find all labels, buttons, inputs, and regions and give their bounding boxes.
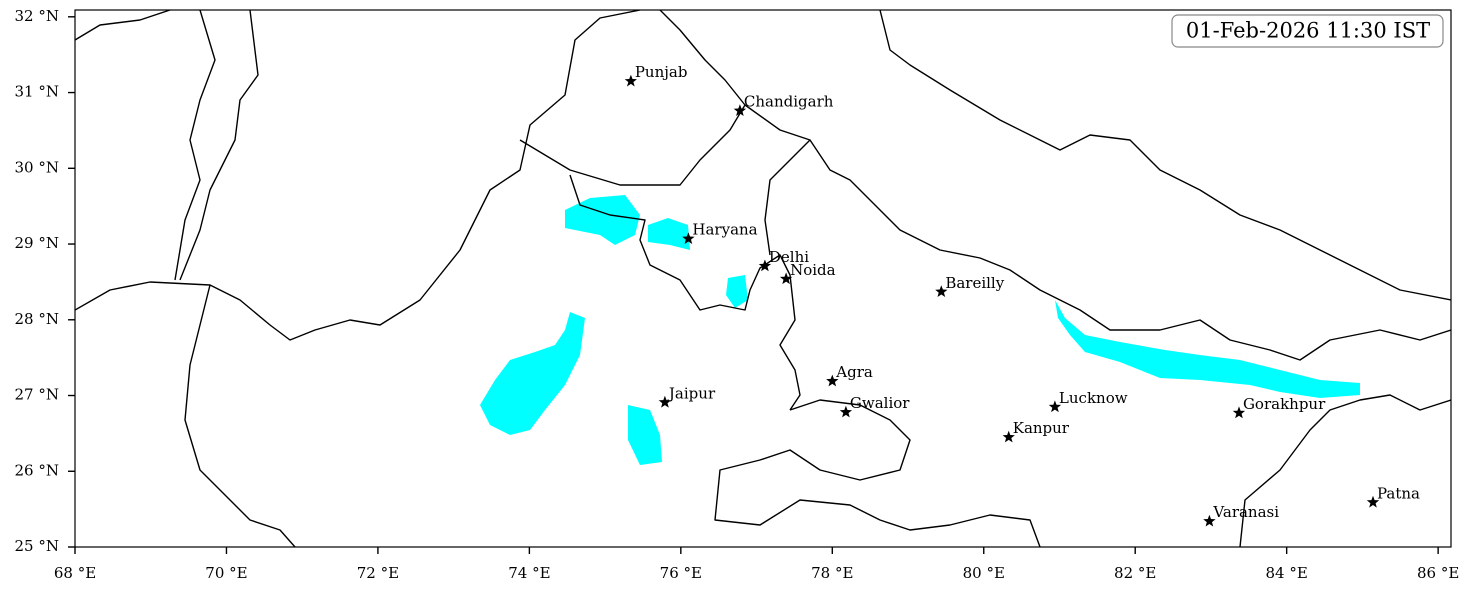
y-tick-label: 27 °N <box>15 386 59 404</box>
city-marker <box>1203 514 1216 527</box>
x-tick-label: 74 °E <box>508 564 550 582</box>
boundary <box>184 284 296 547</box>
boundary <box>75 10 216 281</box>
city-marker <box>682 232 695 244</box>
timestamp-box <box>1171 14 1444 48</box>
city-label: Jaipur <box>667 384 716 402</box>
y-tick-label: 29 °N <box>15 234 59 252</box>
y-tick-label: 30 °N <box>15 158 59 176</box>
city-label: Bareilly <box>945 274 1004 292</box>
rain-patch <box>648 218 690 250</box>
boundaries <box>75 10 1451 547</box>
city-marker <box>758 259 772 272</box>
city-label: Delhi <box>769 248 809 266</box>
city-marker <box>733 104 747 116</box>
city-label: Varanasi <box>1212 503 1279 521</box>
boundary <box>879 10 1451 301</box>
axes: 68 °E 70 °E 72 °E 74 °E 76 °E 78 °E 80 °E 82 °E… <box>15 7 1460 582</box>
city-marker <box>826 374 839 387</box>
timestamp: 01-Feb-2026 11:30 IST <box>1186 19 1430 43</box>
rain-patch <box>726 275 748 308</box>
boundary <box>809 139 1451 361</box>
y-tick-label: 32 °N <box>15 7 59 25</box>
boundary <box>714 399 1041 547</box>
x-tick-label: 84 °E <box>1266 564 1308 582</box>
city-label: Chandigarh <box>744 93 834 111</box>
city-marker <box>1232 406 1246 419</box>
city-label: Gorakhpur <box>1243 395 1326 413</box>
x-tick-label: 72 °E <box>357 564 399 582</box>
city-marker <box>1002 430 1015 443</box>
city-marker <box>1366 495 1380 508</box>
city-marker <box>935 285 948 297</box>
boundary <box>519 10 746 186</box>
boundary <box>744 104 811 256</box>
x-tick-label: 76 °E <box>660 564 702 582</box>
city-label: Agra <box>835 363 873 381</box>
x-tick-label: 68 °E <box>54 564 96 582</box>
plot-frame <box>74 9 1452 548</box>
x-tick-label: 78 °E <box>811 564 853 582</box>
y-tick-label: 31 °N <box>15 83 59 101</box>
y-tick-label: 25 °N <box>15 537 59 555</box>
city-label: Haryana <box>692 221 757 239</box>
city-marker <box>624 74 637 87</box>
city-label: Punjab <box>635 63 688 81</box>
city-label: Gwalior <box>850 394 910 412</box>
boundary <box>75 10 641 341</box>
boundary <box>179 10 259 281</box>
rain-patches <box>480 195 1360 465</box>
city-label: Patna <box>1377 484 1420 502</box>
city-label: Noida <box>790 261 836 279</box>
rain-patch <box>628 405 662 465</box>
city-label: Lucknow <box>1059 389 1128 407</box>
x-tick-label: 80 °E <box>963 564 1005 582</box>
city-label: Kanpur <box>1013 419 1070 437</box>
city-marker <box>839 405 853 418</box>
boundary <box>1239 394 1451 547</box>
y-tick-label: 28 °N <box>15 310 59 328</box>
rain-patch <box>565 195 640 245</box>
x-tick-label: 86 °E <box>1417 564 1459 582</box>
city-marker <box>779 272 793 285</box>
rain-patch <box>480 312 585 435</box>
city-marker <box>658 395 672 408</box>
y-tick-label: 26 °N <box>15 461 59 479</box>
boundary <box>569 174 801 411</box>
city-marker <box>1048 400 1062 413</box>
rain-patch <box>1055 300 1360 398</box>
x-tick-label: 70 °E <box>205 564 247 582</box>
x-tick-label: 82 °E <box>1114 564 1156 582</box>
